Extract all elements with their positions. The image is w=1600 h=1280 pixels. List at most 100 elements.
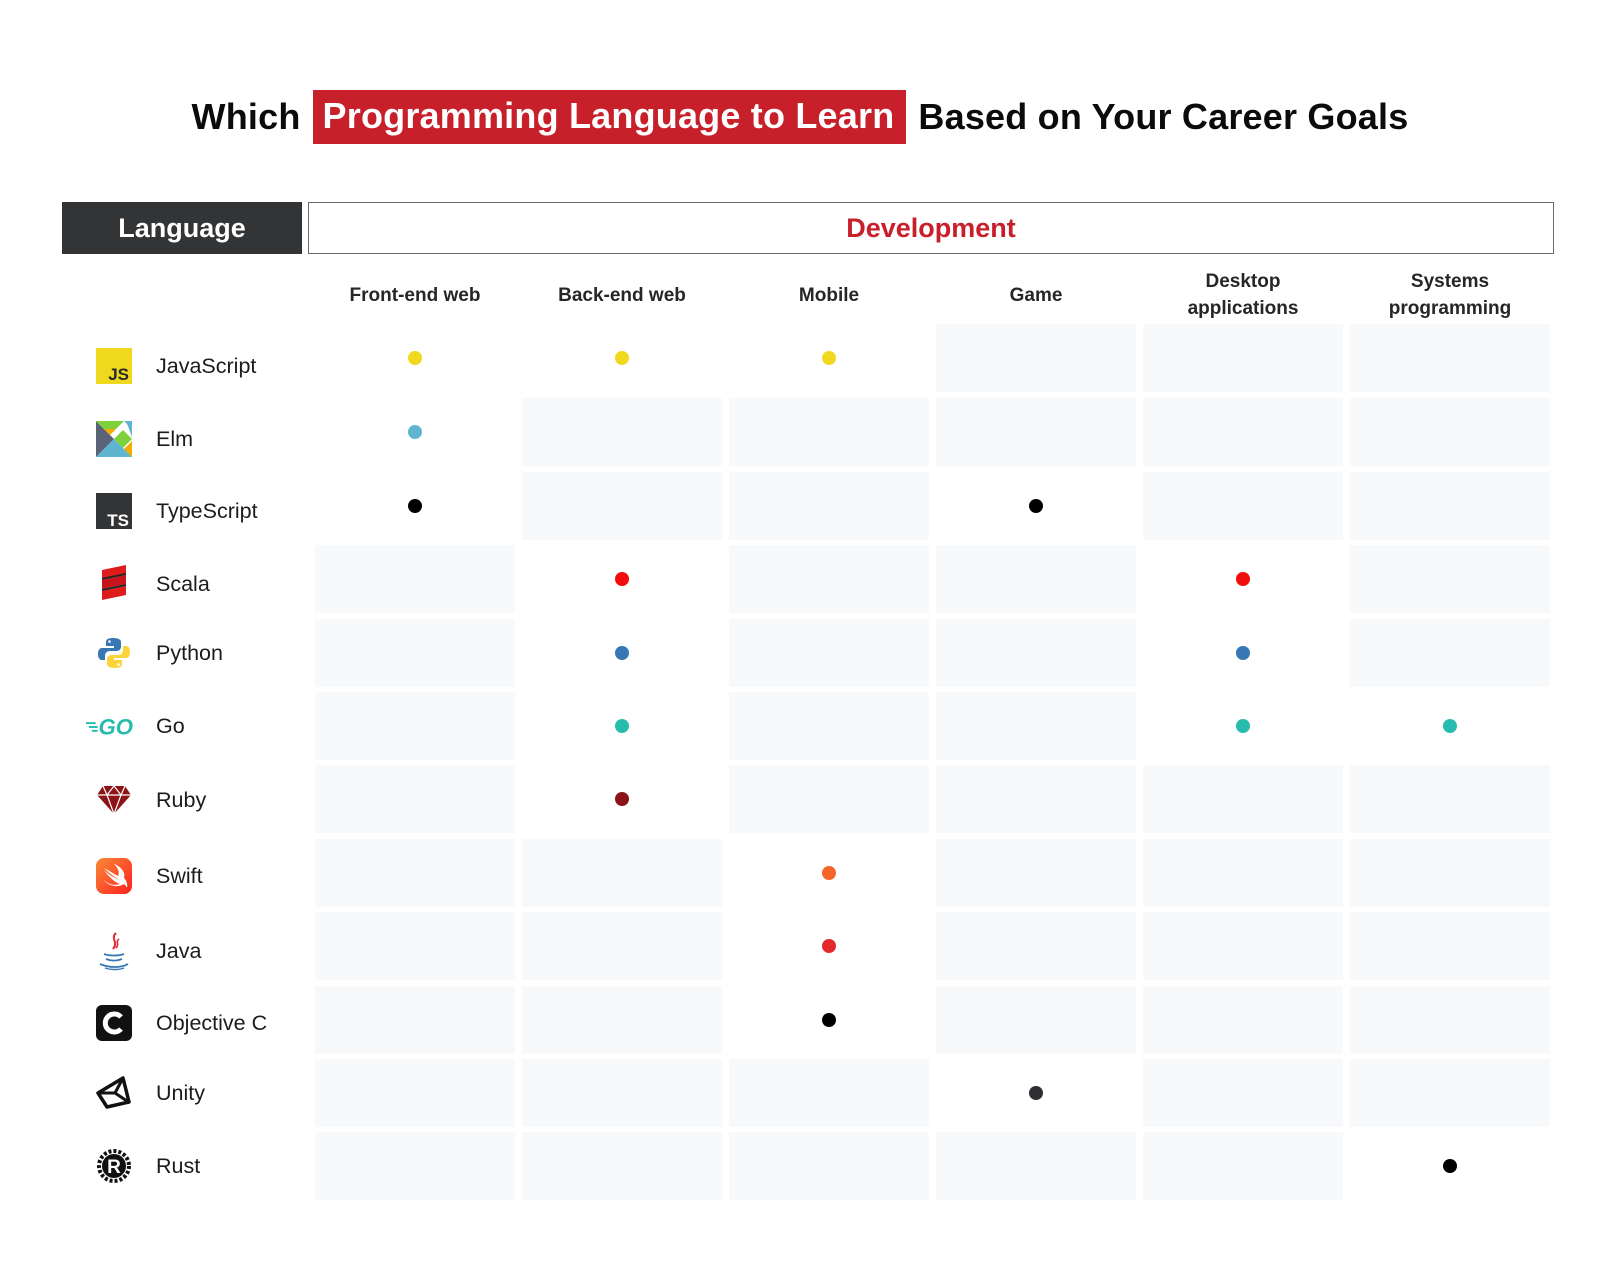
cell-front-end-web <box>315 765 515 833</box>
marker-dot <box>1029 1086 1043 1100</box>
svg-text:JS: JS <box>108 365 129 384</box>
cell-desktop-applications <box>1143 545 1343 613</box>
cell-back-end-web <box>522 619 722 687</box>
java-logo-icon <box>86 931 142 971</box>
cell-front-end-web <box>315 398 515 466</box>
cell-systems-programming <box>1350 765 1550 833</box>
title-suffix: Based on Your Career Goals <box>918 96 1409 137</box>
cell-game <box>936 1059 1136 1127</box>
svg-text:GO: GO <box>99 715 134 738</box>
cell-mobile <box>729 912 929 980</box>
column-headers: Front-end web Back-end web Mobile Game D… <box>315 262 1555 328</box>
language-name: Swift <box>156 863 203 888</box>
column-header-mobile: Mobile <box>798 284 860 306</box>
cell-mobile <box>729 1059 929 1127</box>
marker-dot <box>1236 646 1250 660</box>
cell-desktop-applications <box>1143 619 1343 687</box>
cell-game <box>936 1132 1136 1200</box>
cell-back-end-web <box>522 472 722 540</box>
column-header-game: Game <box>1009 284 1063 306</box>
language-cell: Scala <box>80 550 310 618</box>
column-header-back-end-web: Back-end web <box>558 284 686 306</box>
cell-back-end-web <box>522 1132 722 1200</box>
language-cell: Python <box>80 619 310 687</box>
language-cell: Unity <box>80 1059 310 1127</box>
table-row: Swift <box>0 839 1600 910</box>
cell-front-end-web <box>315 1132 515 1200</box>
marker-dot <box>615 351 629 365</box>
column-header-front-end-web: Front-end web <box>349 284 481 306</box>
cell-mobile <box>729 472 929 540</box>
table-row: JS JavaScript <box>0 324 1600 400</box>
cell-systems-programming <box>1350 472 1550 540</box>
cell-mobile <box>729 986 929 1054</box>
language-name: Unity <box>156 1080 205 1105</box>
marker-dot <box>822 939 836 953</box>
cell-front-end-web <box>315 472 515 540</box>
cell-mobile <box>729 839 929 907</box>
marker-dot <box>822 866 836 880</box>
cell-back-end-web <box>522 324 722 392</box>
cell-front-end-web <box>315 839 515 907</box>
language-name: Go <box>156 713 185 738</box>
cell-game <box>936 839 1136 907</box>
typescript-logo-icon: TS <box>86 491 142 531</box>
title-prefix: Which <box>191 96 301 137</box>
language-name: Java <box>156 938 202 963</box>
language-header: Language <box>62 202 302 254</box>
cell-mobile <box>729 692 929 760</box>
cell-mobile <box>729 765 929 833</box>
cell-game <box>936 912 1136 980</box>
cell-mobile <box>729 324 929 392</box>
cell-systems-programming <box>1350 986 1550 1054</box>
language-cell: R Rust <box>80 1132 310 1200</box>
cell-game <box>936 472 1136 540</box>
elm-logo-icon <box>86 419 142 459</box>
cell-mobile <box>729 398 929 466</box>
title-highlight: Programming Language to Learn <box>312 90 907 144</box>
table-row: Objective C <box>0 986 1600 1057</box>
table-row: Java <box>0 912 1600 985</box>
cell-mobile <box>729 545 929 613</box>
language-name: Ruby <box>156 787 207 812</box>
scala-logo-icon <box>86 564 142 604</box>
cell-systems-programming <box>1350 912 1550 980</box>
language-cell: Elm <box>80 405 310 473</box>
cell-desktop-applications <box>1143 324 1343 392</box>
table-row: Scala <box>0 545 1600 618</box>
language-cell: Objective C <box>80 989 310 1057</box>
javascript-logo-icon: JS <box>86 346 142 386</box>
svg-text:TS: TS <box>107 511 129 529</box>
table-row: Unity <box>0 1059 1600 1127</box>
marker-dot <box>408 351 422 365</box>
table-row: Python <box>0 619 1600 687</box>
cell-desktop-applications <box>1143 1059 1343 1127</box>
cell-systems-programming <box>1350 839 1550 907</box>
column-header-systems-programming: Systems programming <box>1388 271 1512 319</box>
cell-back-end-web <box>522 912 722 980</box>
language-cell: Ruby <box>80 766 310 834</box>
cell-front-end-web <box>315 324 515 392</box>
cell-game <box>936 692 1136 760</box>
marker-dot <box>1236 719 1250 733</box>
cell-game <box>936 986 1136 1054</box>
language-cell: Swift <box>80 842 310 910</box>
cell-systems-programming <box>1350 692 1550 760</box>
cell-mobile <box>729 1132 929 1200</box>
cell-front-end-web <box>315 1059 515 1127</box>
table-row: Ruby <box>0 765 1600 834</box>
cell-mobile <box>729 619 929 687</box>
cell-systems-programming <box>1350 619 1550 687</box>
cell-desktop-applications <box>1143 692 1343 760</box>
cell-front-end-web <box>315 619 515 687</box>
cell-desktop-applications <box>1143 912 1343 980</box>
cell-back-end-web <box>522 398 722 466</box>
marker-dot <box>1443 1159 1457 1173</box>
marker-dot <box>615 719 629 733</box>
cell-back-end-web <box>522 545 722 613</box>
language-name: JavaScript <box>156 353 257 378</box>
cell-back-end-web <box>522 765 722 833</box>
cell-systems-programming <box>1350 398 1550 466</box>
cell-desktop-applications <box>1143 765 1343 833</box>
cell-desktop-applications <box>1143 839 1343 907</box>
